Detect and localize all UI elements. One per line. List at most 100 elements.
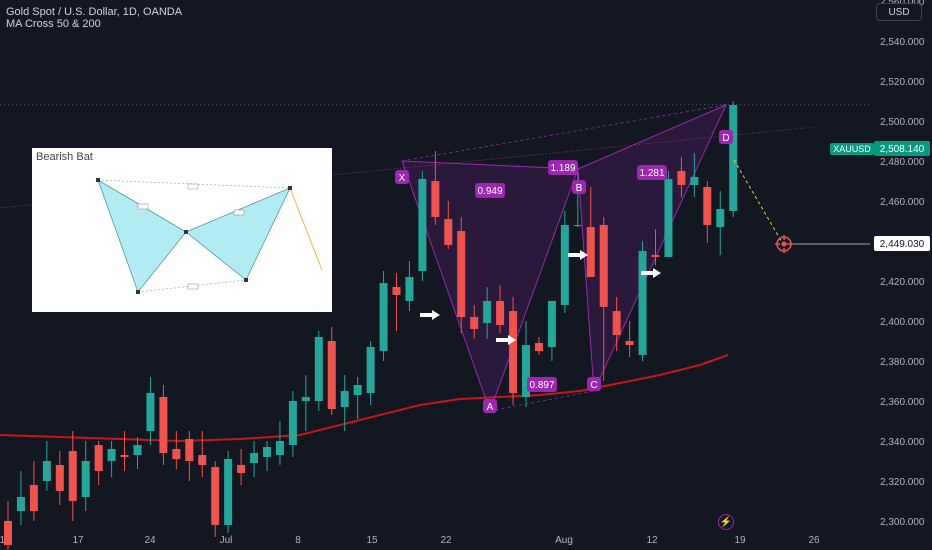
ratio-xb: 0.949 (477, 186, 502, 197)
candle (418, 171, 427, 281)
candle (4, 501, 12, 550)
candle-body (534, 343, 543, 351)
candle (81, 441, 90, 511)
candle (522, 321, 530, 407)
candle-body (81, 461, 90, 497)
pattern-label-B: B (576, 183, 583, 194)
candle (625, 321, 634, 357)
candle-body (690, 177, 699, 185)
arrow-head (653, 268, 661, 278)
price-tick: 2,460.000 (880, 197, 925, 208)
candle (677, 157, 686, 197)
candle-body (94, 445, 103, 471)
symbol-badge-bg (830, 143, 874, 155)
candle (729, 101, 738, 217)
candle-body (133, 445, 142, 455)
pattern-xab (401, 160, 579, 413)
pattern-label-X: X (399, 173, 406, 184)
price-tick: 2,520.000 (880, 77, 925, 88)
candle-body (379, 283, 388, 351)
currency-button[interactable]: USD (876, 3, 922, 21)
time-tick: 17 (72, 535, 84, 546)
candle-body (301, 397, 310, 401)
symbol-title[interactable]: Gold Spot / U.S. Dollar, 1D, OANDA (6, 6, 183, 18)
candle-body (547, 301, 556, 347)
candle-body (120, 455, 129, 457)
pattern-label-D: D (722, 133, 729, 144)
candle-body (457, 231, 466, 317)
candle-body (172, 449, 181, 459)
candle-body (729, 105, 738, 211)
candle (198, 431, 207, 477)
candle (211, 461, 220, 537)
last-price-badge-bg (874, 141, 930, 156)
candle (638, 241, 647, 361)
candle-body (263, 447, 271, 457)
price-tick: 2,320.000 (880, 477, 925, 488)
price-tick: 2,380.000 (880, 357, 925, 368)
candle-body (470, 317, 479, 329)
time-tick: 26 (808, 535, 820, 546)
bat-pattern-diagram (96, 178, 323, 294)
candle (612, 297, 621, 351)
candle (366, 341, 375, 405)
candle-body (573, 225, 582, 226)
candle (470, 305, 479, 339)
symbol-badge: XAUUSD (833, 144, 871, 154)
ma-line (0, 354, 729, 443)
pattern-ratio-line (401, 104, 727, 162)
candle-body (625, 341, 634, 345)
candle-body (340, 391, 349, 407)
candle-body (211, 467, 220, 525)
candle-body (586, 227, 595, 277)
time-tick: 15 (366, 535, 378, 546)
candle (353, 377, 362, 419)
price-tick: 2,300.000 (880, 517, 925, 528)
price-tick: 2,540.000 (880, 37, 925, 48)
arrow-head (508, 335, 516, 345)
candle (159, 385, 168, 465)
arrow-marker (420, 313, 432, 317)
candle (107, 441, 116, 477)
pattern-point-C (587, 377, 601, 391)
pattern-label-A: A (487, 402, 494, 413)
candle (586, 187, 595, 277)
candle-body (288, 401, 297, 445)
pattern-point-D (719, 130, 733, 144)
candle-body (185, 439, 194, 461)
ratio-box-cd (637, 165, 667, 180)
candle-body (677, 171, 686, 185)
candle-body (198, 455, 207, 465)
candle (703, 181, 712, 243)
price-tick: 2,500.000 (880, 117, 925, 128)
arrow-marker (641, 271, 653, 275)
lightning-icon[interactable]: ⚡ (718, 514, 734, 530)
candle (496, 285, 505, 333)
candle-body (522, 345, 530, 397)
ratio-bd: 1.189 (550, 163, 575, 174)
candle (340, 375, 349, 431)
candle (392, 273, 401, 331)
pattern-ratio-line (577, 104, 727, 170)
candle-body (716, 209, 725, 227)
arrow-head (580, 250, 588, 260)
last-price-badge: 2,508.140 (880, 144, 925, 155)
candle (29, 461, 38, 521)
candle-body (703, 187, 712, 225)
candle (690, 153, 699, 197)
candle (483, 287, 492, 339)
candle-body (42, 461, 51, 481)
candle (457, 217, 466, 333)
candle (68, 431, 77, 521)
ratio-ac: 0.897 (529, 380, 554, 391)
indicator-label[interactable]: MA Cross 50 & 200 (6, 18, 101, 30)
candle (431, 151, 440, 225)
candle-body (392, 287, 401, 295)
price-tick: 2,340.000 (880, 437, 925, 448)
candle-body (314, 337, 323, 401)
candle-body (55, 465, 64, 491)
time-tick: 24 (144, 535, 156, 546)
candle (651, 229, 660, 265)
